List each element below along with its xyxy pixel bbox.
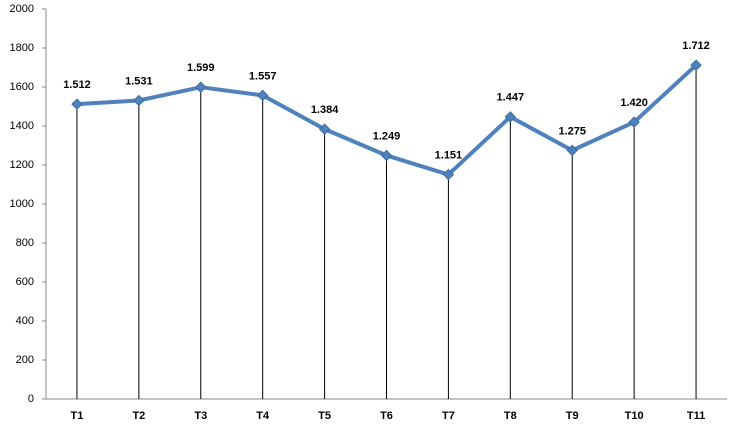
x-tick-label: T3: [194, 410, 207, 422]
x-tick-label: T7: [442, 410, 455, 422]
y-tick-label: 400: [16, 315, 34, 327]
x-tick-label: T6: [380, 410, 393, 422]
value-label: 1.249: [373, 130, 401, 142]
x-tick-label: T9: [566, 410, 579, 422]
data-point: [195, 81, 207, 93]
data-point: [628, 116, 640, 128]
y-tick-label: 1400: [10, 120, 34, 132]
value-label: 1.599: [187, 62, 215, 74]
x-tick-label: T11: [687, 410, 705, 422]
value-label: 1.384: [311, 104, 339, 116]
y-tick-label: 600: [16, 276, 34, 288]
y-tick-label: 1800: [10, 42, 34, 54]
value-label: 1.420: [620, 97, 648, 109]
data-point: [566, 144, 578, 157]
y-tick-label: 2000: [10, 3, 34, 15]
y-tick-label: 1600: [10, 81, 34, 93]
x-tick-label: T8: [504, 410, 517, 422]
y-tick-label: 0: [28, 393, 34, 405]
value-label: 1.531: [125, 75, 153, 87]
x-tick-label: T5: [318, 410, 331, 422]
data-point: [442, 168, 455, 181]
x-tick-label: T2: [132, 410, 145, 422]
data-point: [133, 94, 145, 107]
value-label: 1.512: [63, 79, 91, 91]
x-tick-label: T1: [71, 410, 84, 422]
x-tick-label: T4: [256, 410, 270, 422]
data-point: [71, 98, 83, 110]
value-label: 1.712: [682, 40, 710, 52]
data-point: [380, 149, 393, 162]
y-tick-label: 1000: [10, 198, 34, 210]
value-label: 1.275: [558, 125, 586, 137]
data-point: [318, 123, 331, 135]
y-tick-label: 200: [16, 354, 34, 366]
value-label: 1.151: [435, 149, 463, 161]
value-label: 1.557: [249, 70, 277, 82]
x-tick-label: T10: [625, 410, 644, 422]
y-tick-label: 1200: [10, 159, 34, 171]
data-point: [256, 89, 269, 102]
y-tick-label: 800: [16, 237, 34, 249]
value-label: 1.447: [497, 92, 525, 104]
data-point: [690, 59, 702, 71]
data-point: [504, 111, 517, 123]
